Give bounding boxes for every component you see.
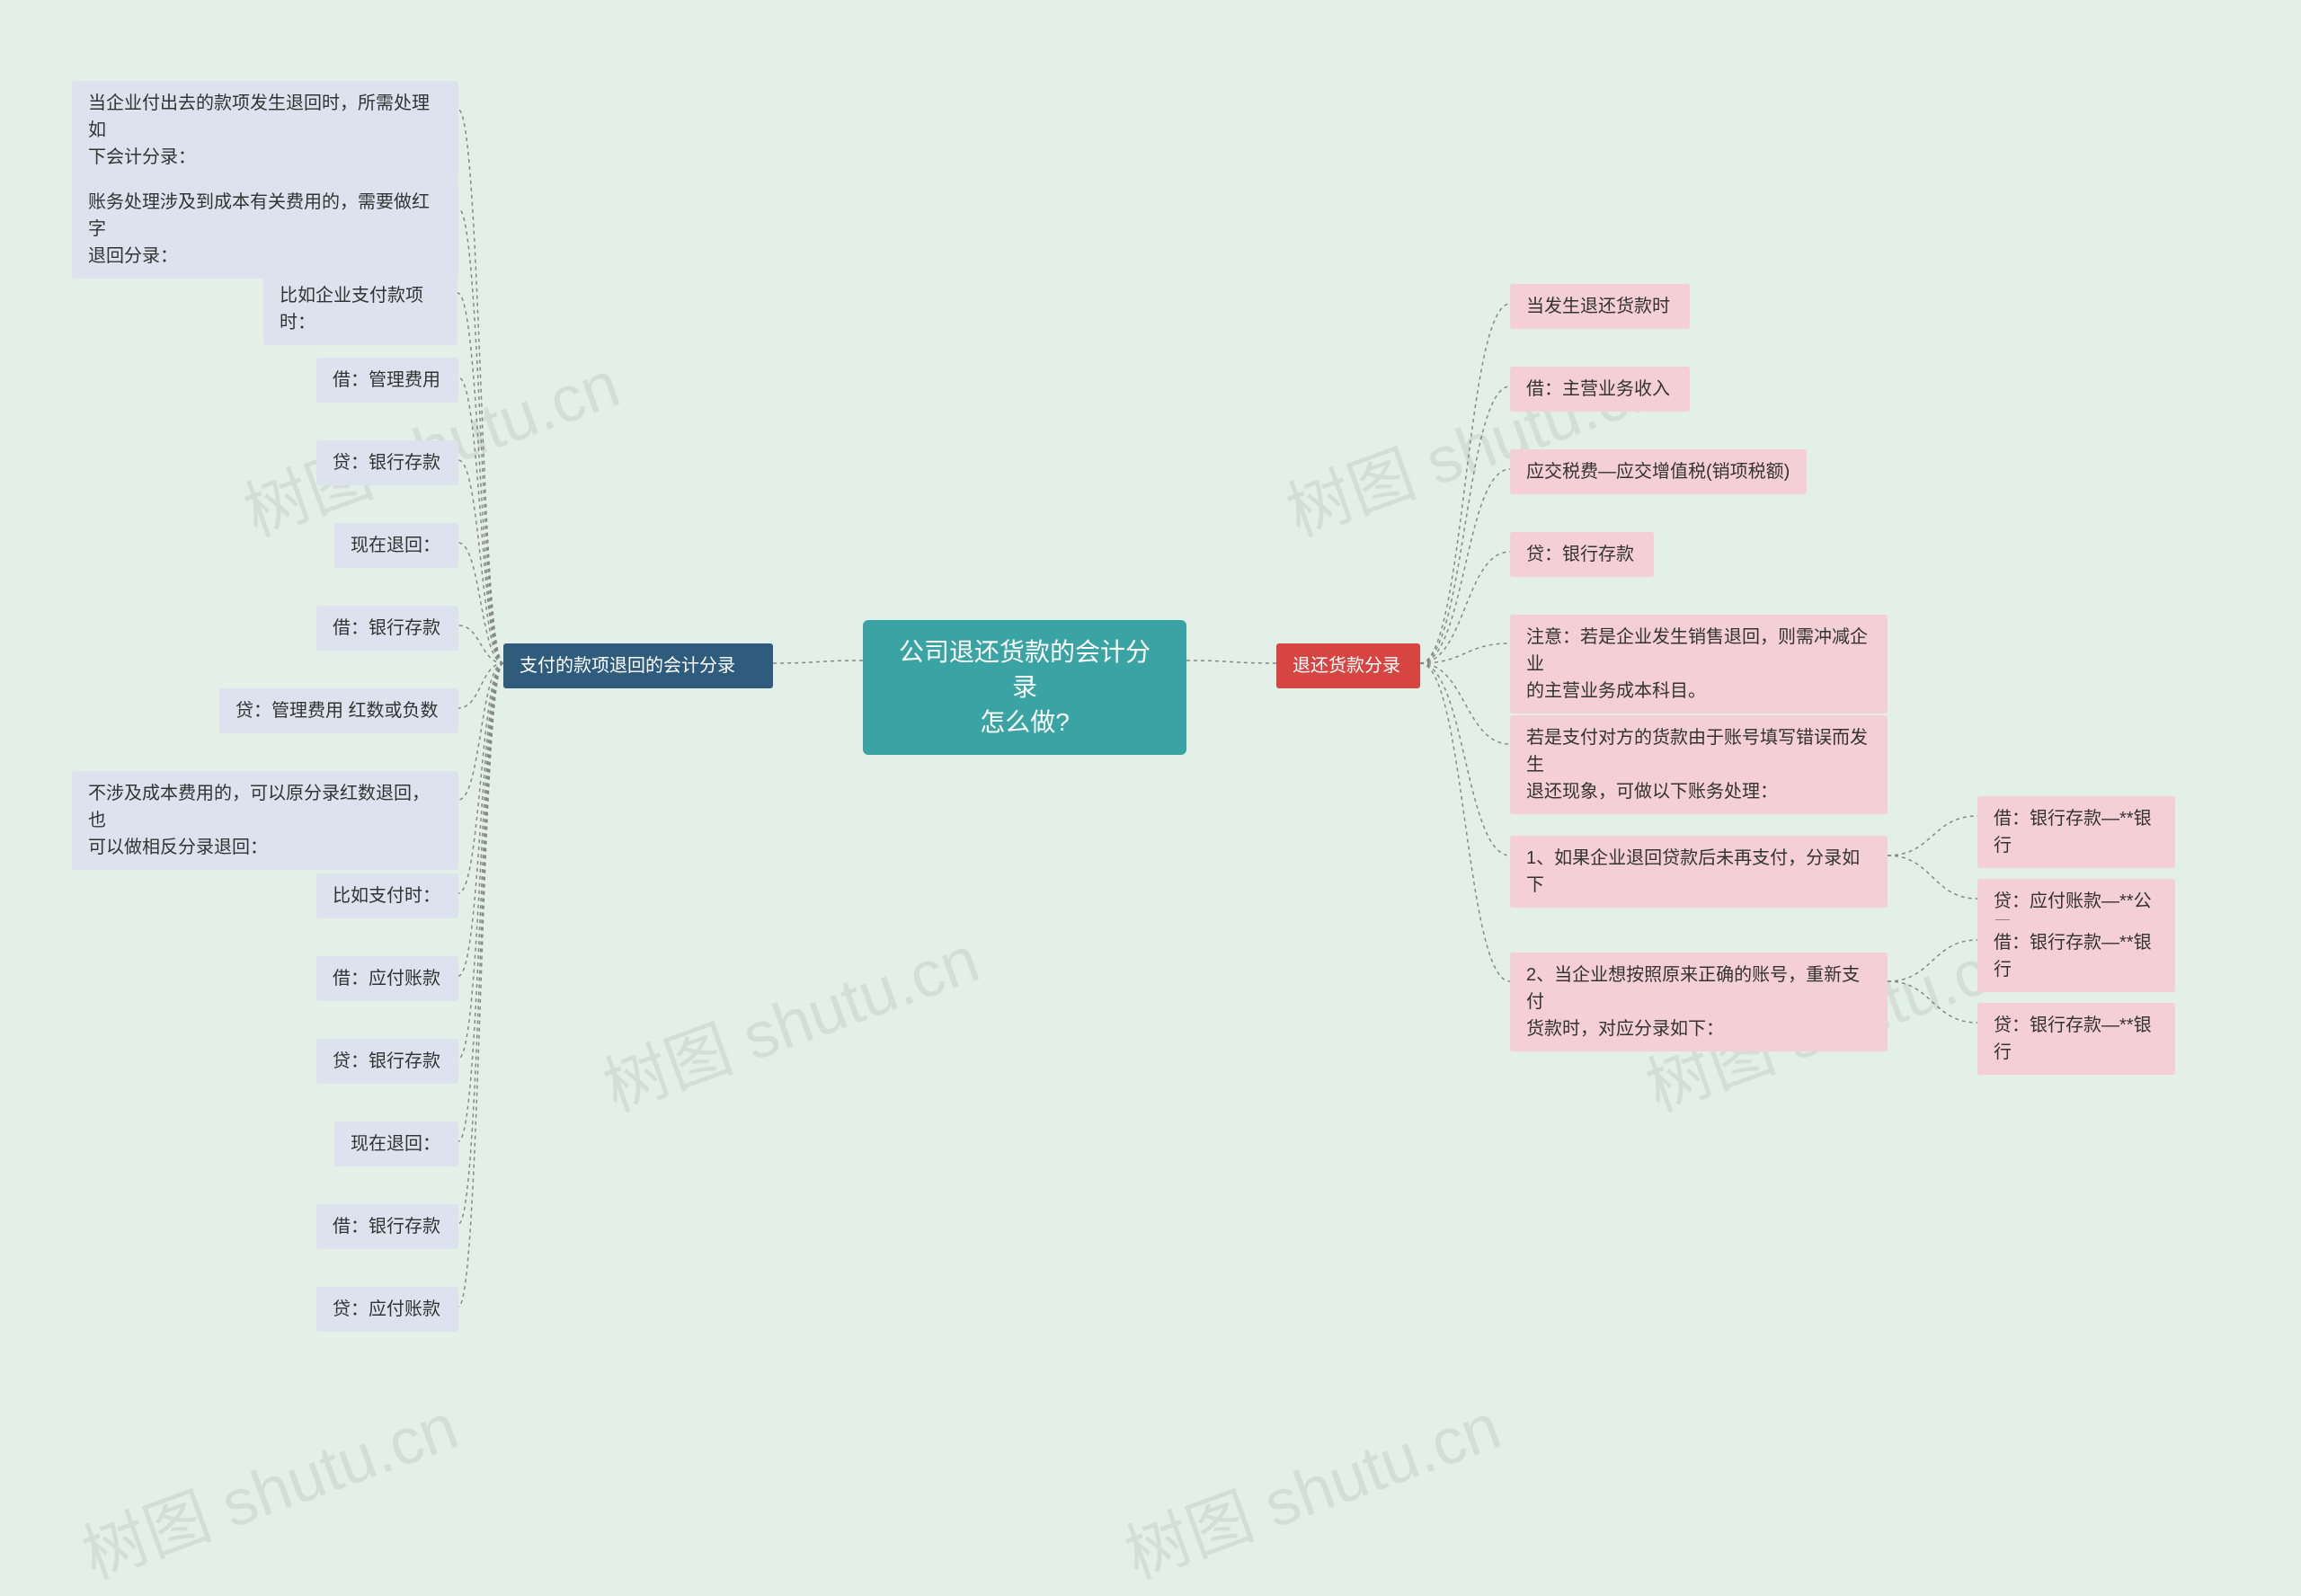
right-leaf[interactable]: 借：主营业务收入 [1510, 367, 1690, 412]
left-leaf[interactable]: 现在退回： [334, 1122, 458, 1166]
branch-right-main[interactable]: 退还货款分录 [1276, 643, 1420, 688]
right-subleaf[interactable]: 贷：银行存款—**银行 [1977, 1003, 2175, 1075]
watermark: 树图 shutu.cn [589, 907, 990, 1130]
left-leaf[interactable]: 贷：银行存款 [316, 1039, 458, 1084]
mindmap-root[interactable]: 公司退还货款的会计分录 怎么做? [863, 620, 1186, 755]
branch-left-main[interactable]: 支付的款项退回的会计分录 [503, 643, 773, 688]
watermark: 树图 shutu.cn [67, 1374, 468, 1596]
right-leaf[interactable]: 当发生退还货款时 [1510, 284, 1690, 329]
left-leaf[interactable]: 借：管理费用 [316, 358, 458, 403]
left-leaf[interactable]: 现在退回： [334, 523, 458, 568]
left-leaf[interactable]: 贷：应付账款 [316, 1287, 458, 1332]
right-subleaf[interactable]: 借：银行存款—**银行 [1977, 920, 2175, 992]
watermark: 树图 shutu.cn [1110, 1374, 1511, 1596]
right-leaf[interactable]: 若是支付对方的货款由于账号填写错误而发生 退还现象，可做以下账务处理： [1510, 715, 1888, 814]
left-leaf[interactable]: 贷：银行存款 [316, 440, 458, 485]
watermark: 树图 shutu.cn [1272, 332, 1673, 554]
left-leaf[interactable]: 不涉及成本费用的，可以原分录红数退回，也 可以做相反分录退回： [72, 771, 458, 870]
left-leaf[interactable]: 比如支付时： [316, 873, 458, 918]
left-leaf[interactable]: 借：银行存款 [316, 1204, 458, 1249]
right-leaf[interactable]: 1、如果企业退回贷款后未再支付，分录如下 [1510, 836, 1888, 908]
right-leaf[interactable]: 贷：银行存款 [1510, 532, 1654, 577]
left-leaf[interactable]: 借：应付账款 [316, 956, 458, 1001]
left-leaf[interactable]: 账务处理涉及到成本有关费用的，需要做红字 退回分录： [72, 180, 458, 279]
right-leaf[interactable]: 注意：若是企业发生销售退回，则需冲减企业 的主营业务成本科目。 [1510, 615, 1888, 714]
left-leaf[interactable]: 比如企业支付款项时： [263, 273, 458, 345]
right-leaf[interactable]: 2、当企业想按照原来正确的账号，重新支付 货款时，对应分录如下： [1510, 953, 1888, 1051]
right-leaf[interactable]: 应交税费—应交增值税(销项税额) [1510, 449, 1807, 494]
left-leaf[interactable]: 当企业付出去的款项发生退回时，所需处理如 下会计分录： [72, 81, 458, 180]
left-leaf[interactable]: 贷：管理费用 红数或负数 [219, 688, 458, 733]
left-leaf[interactable]: 借：银行存款 [316, 606, 458, 651]
right-subleaf[interactable]: 借：银行存款—**银行 [1977, 796, 2175, 868]
